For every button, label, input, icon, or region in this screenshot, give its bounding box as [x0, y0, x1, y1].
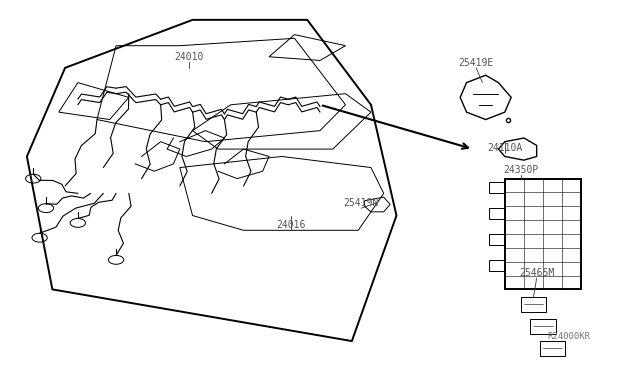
Text: R24000KR: R24000KR	[547, 332, 590, 341]
Text: 24016: 24016	[276, 220, 306, 230]
Text: 24010: 24010	[175, 52, 204, 62]
Text: 25419N: 25419N	[344, 198, 379, 208]
Text: 24110A: 24110A	[487, 143, 522, 153]
Text: 25465M: 25465M	[519, 268, 554, 278]
Text: 24350P: 24350P	[503, 165, 538, 175]
Text: 25419E: 25419E	[458, 58, 493, 68]
